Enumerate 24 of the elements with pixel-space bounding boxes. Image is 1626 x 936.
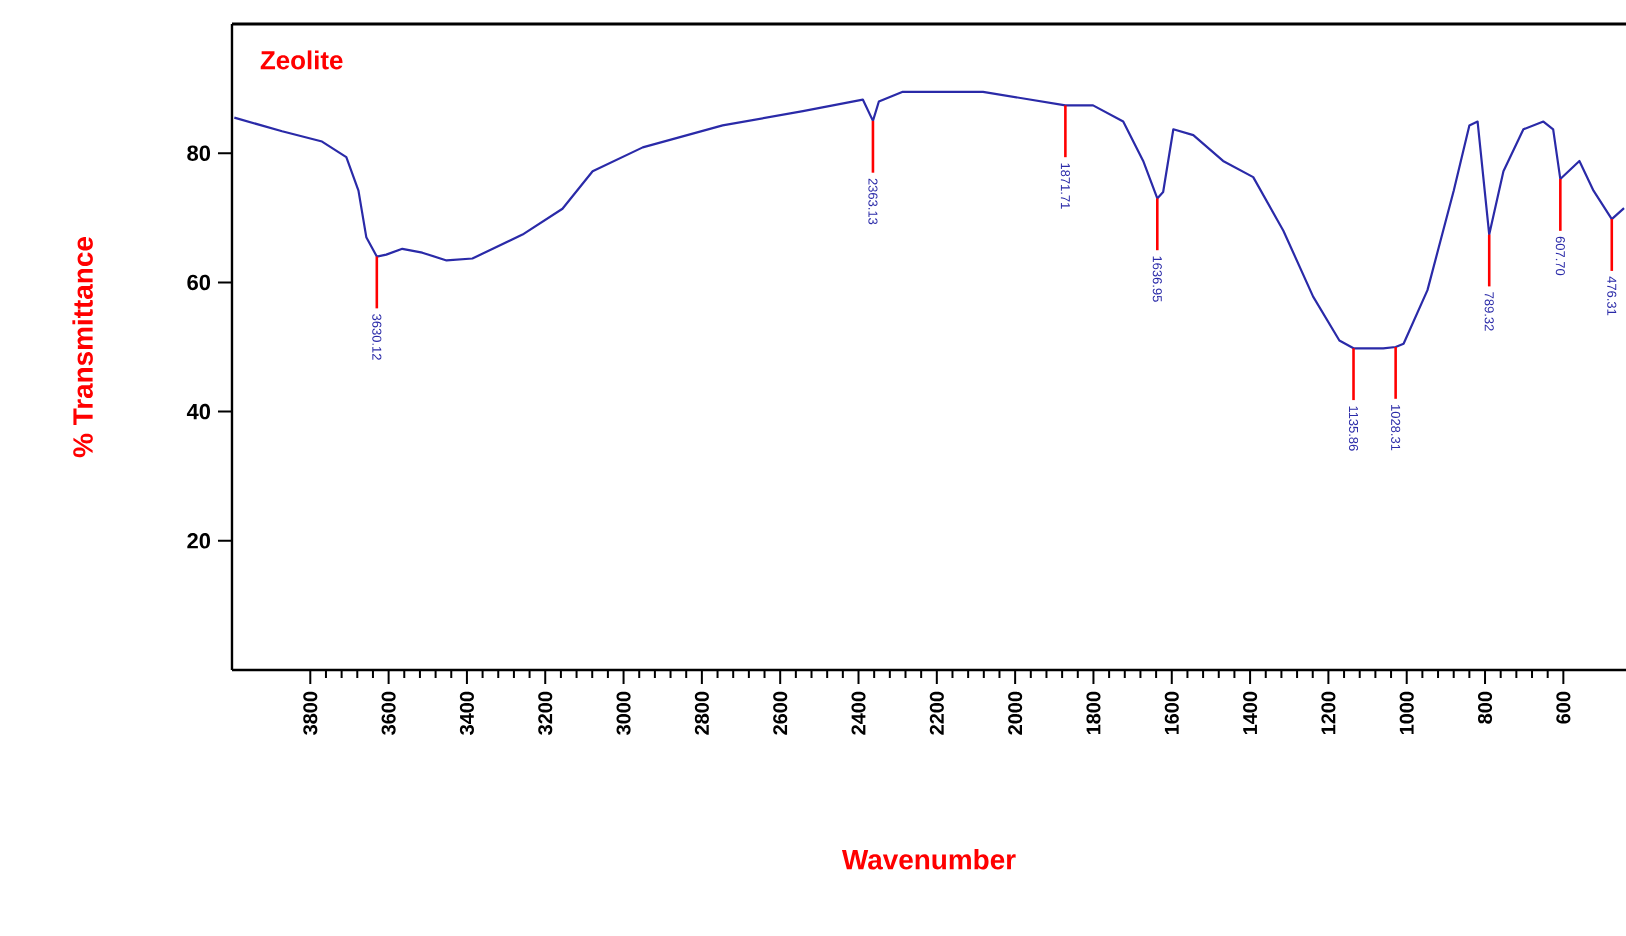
x-tick-label: 600 bbox=[1556, 691, 1571, 724]
y-tick-label: 80 bbox=[187, 145, 211, 161]
x-tick-label: 1800 bbox=[1086, 691, 1101, 735]
x-tick-label: 3200 bbox=[538, 691, 553, 735]
y-axis-title: % Transmittance bbox=[72, 237, 93, 458]
x-tick-label: 2200 bbox=[929, 691, 944, 735]
x-axis-title: Wavenumber bbox=[841, 849, 1016, 870]
x-tick-label: 3800 bbox=[303, 691, 318, 735]
text: Zeolite bbox=[260, 50, 343, 70]
x-tick-label: 3000 bbox=[616, 691, 631, 735]
x-tick-label: 2800 bbox=[694, 691, 709, 735]
x-tick-label: 800 bbox=[1477, 691, 1493, 724]
x-tick-label: 3400 bbox=[459, 691, 474, 735]
x-tick-label: 3600 bbox=[381, 691, 396, 735]
y-tick-label: 60 bbox=[187, 274, 211, 291]
x-tick-label: 1200 bbox=[1321, 691, 1336, 735]
x-tick-label: 2000 bbox=[1008, 691, 1023, 735]
x-tick-label: 1400 bbox=[1243, 691, 1258, 735]
y-tick-label: 20 bbox=[187, 533, 211, 549]
y-tick-label: 40 bbox=[186, 403, 211, 420]
x-tick-label: 1000 bbox=[1399, 691, 1414, 735]
x-tick-label: 2600 bbox=[773, 691, 788, 735]
x-tick-label: 2400 bbox=[851, 691, 866, 735]
x-tick-label: 1600 bbox=[1164, 691, 1179, 735]
